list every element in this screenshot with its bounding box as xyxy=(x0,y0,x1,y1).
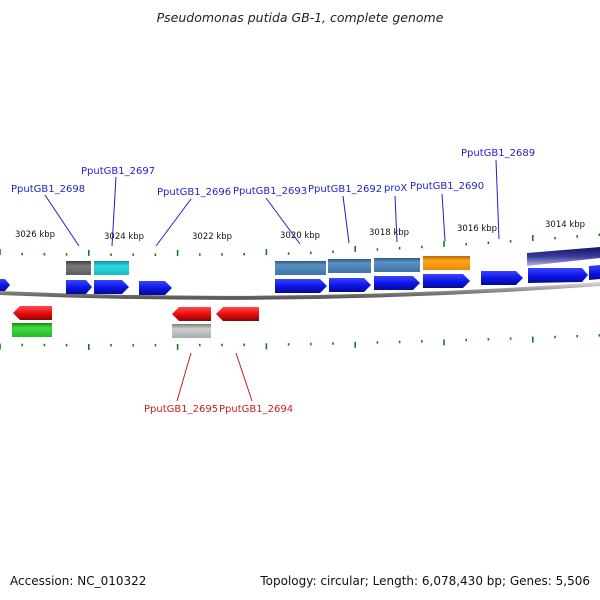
forward-gene-arrow[interactable] xyxy=(481,271,523,285)
forward-gene-arrow[interactable] xyxy=(0,279,10,291)
feature-block[interactable] xyxy=(527,247,600,266)
feature-block[interactable] xyxy=(328,259,371,273)
forward-gene-arrow[interactable] xyxy=(528,268,588,283)
feature-block[interactable] xyxy=(275,261,326,275)
feature-track-upper xyxy=(66,247,600,275)
leader-line xyxy=(441,193,446,242)
feature-block[interactable] xyxy=(374,258,420,272)
gene-label[interactable]: PputGB1_2696 xyxy=(157,187,231,198)
leader-line xyxy=(265,197,301,245)
feature-block[interactable] xyxy=(66,261,91,275)
forward-gene-arrow[interactable] xyxy=(139,281,172,295)
gene-label[interactable]: PputGB1_2692 xyxy=(308,184,382,195)
feature-block[interactable] xyxy=(172,324,211,338)
scale-label: 3022 kbp xyxy=(192,232,232,242)
forward-gene-arrow[interactable] xyxy=(94,280,129,294)
forward-gene-arrow[interactable] xyxy=(423,274,470,288)
leader-line xyxy=(495,159,500,240)
leader-line xyxy=(111,176,117,247)
gene-label[interactable]: PputGB1_2689 xyxy=(461,148,535,159)
forward-strand-genes xyxy=(0,265,600,295)
reverse-gene-arrow[interactable] xyxy=(216,307,259,321)
leader-lines-forward xyxy=(44,159,500,247)
leader-line xyxy=(235,352,253,402)
scale-label: 3026 kbp xyxy=(15,230,55,240)
forward-gene-arrow[interactable] xyxy=(329,278,371,292)
gene-labels-reverse: PputGB1_2695 PputGB1_2694 xyxy=(144,404,293,415)
forward-gene-arrow[interactable] xyxy=(374,276,420,290)
forward-gene-arrow[interactable] xyxy=(275,279,327,293)
scale-labels: 3026 kbp 3024 kbp 3022 kbp 3020 kbp 3018… xyxy=(15,220,585,242)
genome-backbone xyxy=(0,282,600,300)
gene-label[interactable]: PputGB1_2690 xyxy=(410,181,484,192)
leader-line xyxy=(155,198,192,247)
gene-labels-forward: PputGB1_2698 PputGB1_2697 PputGB1_2696 P… xyxy=(11,148,535,198)
feature-block[interactable] xyxy=(423,256,470,270)
reverse-strand-genes xyxy=(12,306,259,338)
reverse-gene-arrow[interactable] xyxy=(13,306,52,320)
reverse-gene-arrow[interactable] xyxy=(172,307,211,321)
gene-label[interactable]: proX xyxy=(384,183,407,194)
scale-label: 3014 kbp xyxy=(545,220,585,230)
gene-label[interactable]: PputGB1_2693 xyxy=(233,186,307,197)
forward-gene-arrow[interactable] xyxy=(589,265,600,280)
accession-text: Accession: NC_010322 xyxy=(10,574,147,588)
forward-gene-arrow[interactable] xyxy=(66,280,92,294)
leader-lines-reverse xyxy=(176,352,253,402)
scale-label: 3016 kbp xyxy=(457,224,497,234)
scale-label: 3018 kbp xyxy=(369,228,409,238)
leader-line xyxy=(342,195,350,244)
map-title: Pseudomonas putida GB-1, complete genome xyxy=(156,10,444,25)
gene-label[interactable]: PputGB1_2695 xyxy=(144,404,218,415)
leader-line xyxy=(44,194,80,247)
scale-label: 3020 kbp xyxy=(280,231,320,241)
scale-label: 3024 kbp xyxy=(104,232,144,242)
gene-label[interactable]: PputGB1_2698 xyxy=(11,184,85,195)
feature-block[interactable] xyxy=(94,261,129,275)
leader-line xyxy=(176,352,192,402)
gene-label[interactable]: PputGB1_2694 xyxy=(219,404,293,415)
scale-ticks xyxy=(0,233,600,350)
gene-label[interactable]: PputGB1_2697 xyxy=(81,166,155,177)
genome-summary: Topology: circular; Length: 6,078,430 bp… xyxy=(260,574,590,588)
leader-line xyxy=(394,195,398,243)
feature-block[interactable] xyxy=(12,323,52,337)
